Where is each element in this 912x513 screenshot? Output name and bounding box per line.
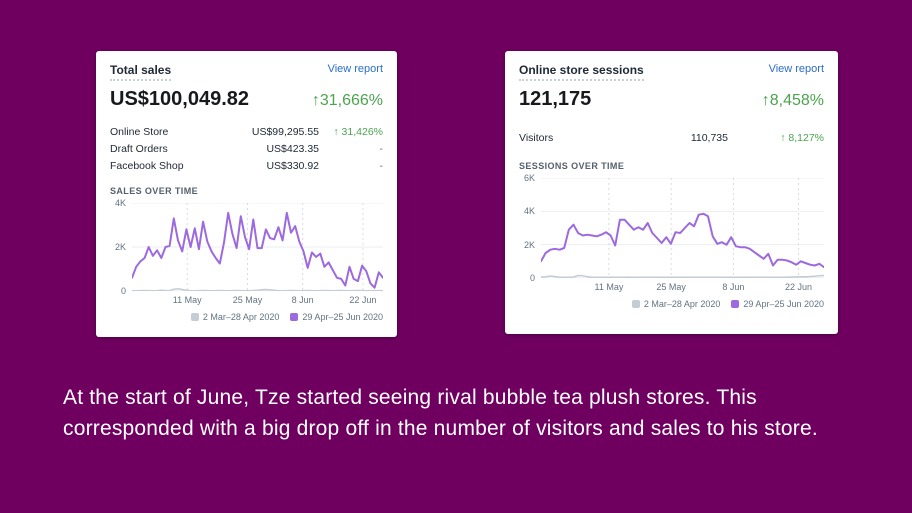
card-header: Total sales View report (110, 63, 383, 81)
legend-swatch-icon (290, 313, 299, 321)
chart-section-label: SESSIONS OVER TIME (519, 161, 625, 171)
y-axis-tick: 4K (114, 198, 126, 208)
x-axis-tick: 8 Jun (291, 295, 314, 305)
row-label: Draft Orders (110, 143, 168, 155)
metric-row: Online Store US$99,295.55 ↑ 31,426% (110, 124, 383, 141)
legend-item: 2 Mar–28 Apr 2020 (190, 312, 280, 322)
y-axis: 0 2K 4K 6K (519, 173, 541, 283)
total-sales-card: Total sales View report US$100,049.82 ↑3… (96, 51, 397, 337)
row-delta: - (379, 160, 384, 172)
x-axis-tick: 25 May (232, 295, 263, 305)
total-sales-delta: ↑31,666% (311, 92, 383, 109)
x-axis: 11 May 25 May 8 Jun 22 Jun (541, 278, 824, 293)
row-delta: - (379, 143, 384, 155)
sessions-delta: ↑8,458% (761, 92, 824, 109)
card-title: Online store sessions (519, 63, 644, 81)
x-axis-tick: 22 Jun (785, 282, 813, 292)
slide-caption: At the start of June, Tze started seeing… (63, 382, 818, 444)
chart-legend: 2 Mar–28 Apr 2020 29 Apr–25 Jun 2020 (110, 312, 383, 322)
legend-swatch-icon (731, 300, 740, 308)
row-value: 110,735 (690, 132, 728, 144)
view-report-link[interactable]: View report (768, 63, 824, 75)
card-title: Total sales (110, 63, 172, 81)
row-delta: ↑ 31,426% (333, 126, 383, 138)
legend-item: 2 Mar–28 Apr 2020 (631, 299, 721, 309)
legend-swatch-icon (190, 313, 199, 321)
sales-chart: 0 2K 4K 11 May 25 May 8 Jun 22 Jun 2 Mar–28 A… (110, 198, 384, 322)
line-series (131, 211, 384, 289)
line-chart-svg (131, 202, 384, 292)
metric-breakdown: Visitors 110,735 ↑ 8,127% (519, 130, 824, 147)
metric-row: Visitors 110,735 ↑ 8,127% (519, 130, 824, 147)
x-axis-tick: 8 Jun (722, 282, 745, 292)
metric-row: Facebook Shop US$330.92 - (110, 158, 383, 175)
plot-area (131, 202, 384, 292)
legend-label: 29 Apr–25 Jun 2020 (743, 299, 824, 309)
total-sales-value: US$100,049.82 (110, 88, 250, 110)
plot-area (540, 177, 825, 279)
row-label: Online Store (110, 126, 169, 138)
y-axis-tick: 4K (523, 206, 535, 217)
sessions-value: 121,175 (519, 88, 592, 110)
line-chart-svg (540, 177, 825, 279)
legend-item: 29 Apr–25 Jun 2020 (731, 299, 824, 309)
row-value: US$423.35 (266, 143, 319, 155)
y-axis-tick: 2K (523, 239, 535, 250)
chart-section-label: SALES OVER TIME (110, 186, 199, 196)
y-axis-tick: 2K (114, 242, 126, 252)
metric-summary: US$100,049.82 ↑31,666% (110, 88, 383, 111)
y-axis: 0 2K 4K (110, 198, 132, 296)
chart-area: 0 2K 4K (110, 198, 384, 296)
legend-label: 2 Mar–28 Apr 2020 (202, 312, 280, 322)
line-series (540, 212, 825, 269)
sessions-chart: 0 2K 4K 6K 11 May 25 May 8 Jun 22 Jun 2 Mar–28… (519, 173, 825, 309)
view-report-link[interactable]: View report (327, 63, 383, 75)
card-header: Online store sessions View report (519, 63, 824, 81)
y-axis-tick: 0 (529, 273, 535, 283)
row-value: US$99,295.55 (251, 126, 319, 138)
x-axis-tick: 11 May (594, 282, 624, 292)
row-label: Visitors (519, 132, 554, 144)
legend-label: 29 Apr–25 Jun 2020 (302, 312, 383, 322)
online-sessions-card: Online store sessions View report 121,17… (505, 51, 838, 334)
row-delta: ↑ 8,127% (780, 132, 824, 144)
y-axis-tick: 0 (120, 286, 126, 296)
row-label: Facebook Shop (110, 160, 184, 172)
line-series (540, 274, 825, 279)
metric-breakdown: Online Store US$99,295.55 ↑ 31,426% Draft O… (110, 124, 383, 175)
x-axis-tick: 25 May (656, 282, 686, 292)
metric-summary: 121,175 ↑8,458% (519, 88, 824, 111)
chart-legend: 2 Mar–28 Apr 2020 29 Apr–25 Jun 2020 (519, 299, 824, 309)
legend-item: 29 Apr–25 Jun 2020 (290, 312, 383, 322)
chart-area: 0 2K 4K 6K (519, 173, 825, 283)
x-axis: 11 May 25 May 8 Jun 22 Jun (132, 291, 383, 306)
caption-line: At the start of June, Tze started seeing… (63, 386, 757, 409)
x-axis-tick: 22 Jun (349, 295, 377, 305)
metric-row: Draft Orders US$423.35 - (110, 141, 383, 158)
x-axis-tick: 11 May (172, 295, 202, 305)
line-series (131, 288, 384, 292)
legend-swatch-icon (631, 300, 640, 308)
y-axis-tick: 6K (523, 173, 535, 183)
legend-label: 2 Mar–28 Apr 2020 (643, 299, 721, 309)
caption-line: corresponded with a big drop off in the … (63, 417, 818, 440)
row-value: US$330.92 (266, 160, 319, 172)
